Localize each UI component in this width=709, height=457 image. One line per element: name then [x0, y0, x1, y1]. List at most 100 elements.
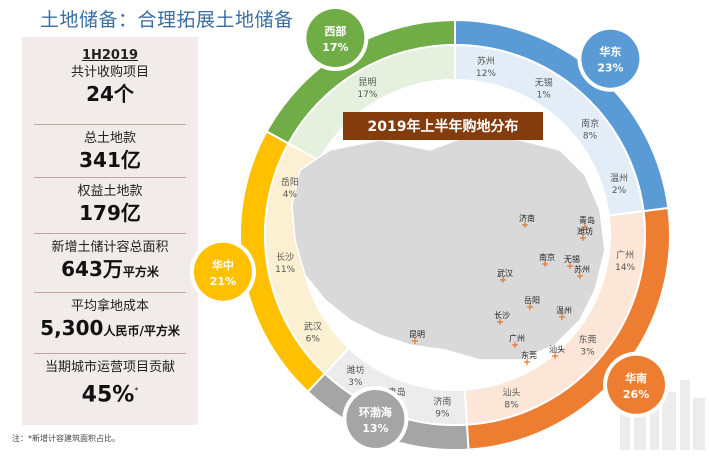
map-marker	[567, 263, 573, 269]
city-pct: 8%	[583, 132, 598, 142]
gfa-value: 643万	[61, 257, 123, 281]
avg-cost-value-line: 5,300人民币/平方米	[22, 315, 198, 344]
city-ops-value-line: 45%*	[22, 376, 198, 410]
city-ops-value: 45%	[81, 382, 135, 408]
city-pct: 6%	[306, 335, 321, 345]
region-name: 华中	[212, 258, 234, 272]
projects-label: 共计收购项目	[70, 65, 149, 80]
city-name: 无锡	[535, 78, 553, 89]
gfa-value-line: 643万平方米	[22, 256, 198, 285]
map-city-label: 苏州	[574, 264, 590, 274]
city-pct: 8%	[504, 400, 519, 410]
divider	[34, 124, 186, 125]
city-pct: 2%	[612, 186, 627, 196]
map-marker	[500, 277, 506, 283]
divider	[34, 177, 186, 178]
region-badge-bohai	[346, 390, 405, 448]
map-shape	[291, 134, 606, 361]
map-city-label: 无锡	[564, 255, 580, 264]
equity-land-value: 179亿	[79, 201, 141, 225]
city-ops-mark: *	[134, 386, 139, 395]
city-pct: 4%	[283, 190, 298, 200]
map-city-label: 昆明	[409, 330, 425, 339]
total-land-value: 341亿	[79, 148, 141, 172]
avg-cost-label: 平均拿地成本	[70, 299, 149, 314]
avg-cost-unit: 人民币/平方米	[103, 324, 180, 338]
region-name: 华东	[599, 45, 621, 59]
map-city-label: 岳阳	[524, 295, 540, 305]
stat-gfa: 新增土储计容总面积 643万平方米	[22, 239, 198, 285]
stats-panel: 1H2019 共计收购项目 24个 总土地款 341亿 权益土地款 179亿 新…	[22, 37, 198, 425]
city-pct: 3%	[348, 378, 363, 388]
city-name: 南京	[581, 118, 599, 130]
map-city-label: 广州	[509, 333, 525, 343]
ring-group	[239, 18, 671, 451]
projects-value: 24个	[86, 82, 134, 106]
region-badge-west	[306, 9, 365, 67]
region-badge-south	[607, 355, 666, 414]
region-name: 华南	[625, 371, 647, 385]
city-name: 温州	[610, 173, 628, 184]
map-city-label: 南京	[539, 252, 555, 262]
map-city-label: 长沙	[494, 310, 510, 320]
map-marker	[580, 235, 586, 241]
stat-city-ops: 当期城市运营项目贡献 45%*	[22, 359, 198, 410]
city-pct: 3%	[580, 348, 595, 358]
map-city-label: 潍坊	[577, 226, 593, 236]
map-marker	[577, 273, 583, 279]
stat-total-land: 总土地款 341亿	[22, 130, 198, 173]
map-marker	[552, 353, 558, 359]
region-pct: 21%	[210, 275, 236, 288]
map-marker	[542, 261, 548, 267]
divider	[34, 292, 186, 293]
city-name: 潍坊	[346, 364, 364, 376]
map-city-label: 温州	[556, 306, 572, 315]
map-title: 2019年上半年购地分布	[368, 118, 519, 135]
city-pct: 1%	[537, 91, 552, 101]
map-marker	[522, 222, 528, 228]
city-name: 岳阳	[281, 176, 299, 188]
region-badge-central	[193, 242, 252, 301]
city-pct: 17%	[357, 90, 377, 100]
region-name: 西部	[324, 24, 346, 38]
region-name: 环渤海	[359, 405, 392, 419]
city-name: 长沙	[276, 251, 294, 263]
region-pct: 17%	[322, 41, 348, 54]
city-name: 汕头	[503, 387, 521, 398]
city-name: 武汉	[304, 321, 322, 333]
map-marker	[512, 342, 518, 348]
map-marker	[582, 224, 588, 230]
city-ops-label: 当期城市运营项目贡献	[44, 360, 175, 375]
city-pct: 11%	[275, 265, 295, 275]
region-pct: 13%	[362, 422, 388, 435]
gfa-label: 新增土储计容总面积	[51, 240, 169, 255]
divider	[34, 233, 186, 234]
stat-avg-cost: 平均拿地成本 5,300人民币/平方米	[22, 298, 198, 344]
total-land-label: 总土地款	[83, 131, 136, 146]
map-marker	[559, 314, 565, 320]
city-name: 昆明	[358, 77, 376, 88]
equity-land-label: 权益土地款	[77, 184, 143, 199]
page-title: 土地储备：合理拓展土地储备	[40, 9, 294, 31]
map-city-label: 青岛	[579, 215, 595, 225]
region-pct: 26%	[623, 388, 649, 401]
city-pct: 12%	[476, 69, 496, 79]
period-label: 1H2019	[81, 48, 139, 63]
city-name: 广州	[616, 249, 634, 261]
footnote: 注：*新增计容建筑面积占比。	[12, 434, 120, 443]
map-title-box: 2019年上半年购地分布	[343, 112, 543, 140]
stat-equity-land: 权益土地款 179亿	[22, 183, 198, 226]
city-name: 苏州	[477, 55, 495, 67]
region-badges: 华东 23% 华南 26% 环渤海 13% 华中 21% 西部 17%	[189, 5, 670, 452]
map-city-label: 东莞	[521, 350, 537, 360]
city-pct: 9%	[435, 410, 450, 420]
avg-cost-value: 5,300	[40, 316, 104, 340]
city-name: 济南	[433, 396, 451, 408]
map-marker	[527, 304, 533, 310]
divider	[34, 353, 186, 354]
map-city-label: 汕头	[549, 344, 565, 354]
map-marker	[497, 319, 503, 325]
map-city-label: 济南	[519, 213, 535, 223]
